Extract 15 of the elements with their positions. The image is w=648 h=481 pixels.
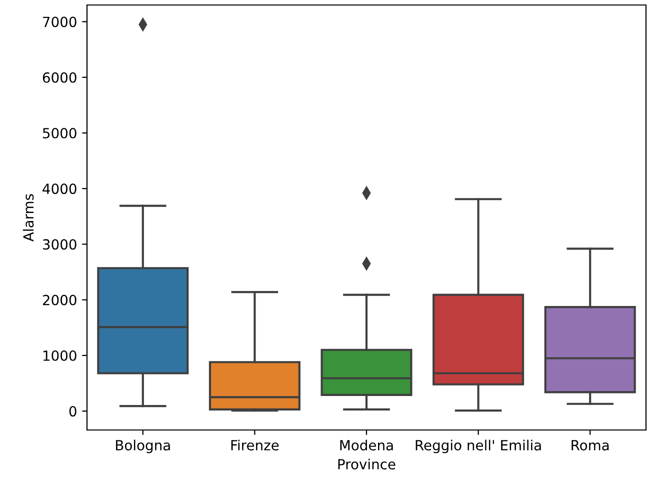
- y-tick-label: 6000: [42, 72, 76, 83]
- y-tick-label: 0: [69, 406, 76, 417]
- x-axis-title: Province: [338, 458, 396, 470]
- y-tick-label: 1000: [43, 350, 76, 361]
- y-tick-label: 4000: [42, 184, 76, 194]
- y-axis-title: Alarms: [22, 194, 34, 242]
- y-tick-label: 2000: [42, 294, 76, 306]
- y-tick-label: 7000: [43, 16, 76, 28]
- x-tick-label: Roma: [572, 440, 609, 450]
- x-tick-label: Bologna: [116, 440, 170, 454]
- x-tick-label: Firenze: [231, 440, 279, 450]
- x-tick-label: Modena: [340, 440, 393, 450]
- y-tick-label: 3000: [42, 239, 76, 250]
- y-tick-label: 5000: [43, 128, 76, 138]
- x-tick-label: Reggio nell' Emilia: [416, 440, 541, 454]
